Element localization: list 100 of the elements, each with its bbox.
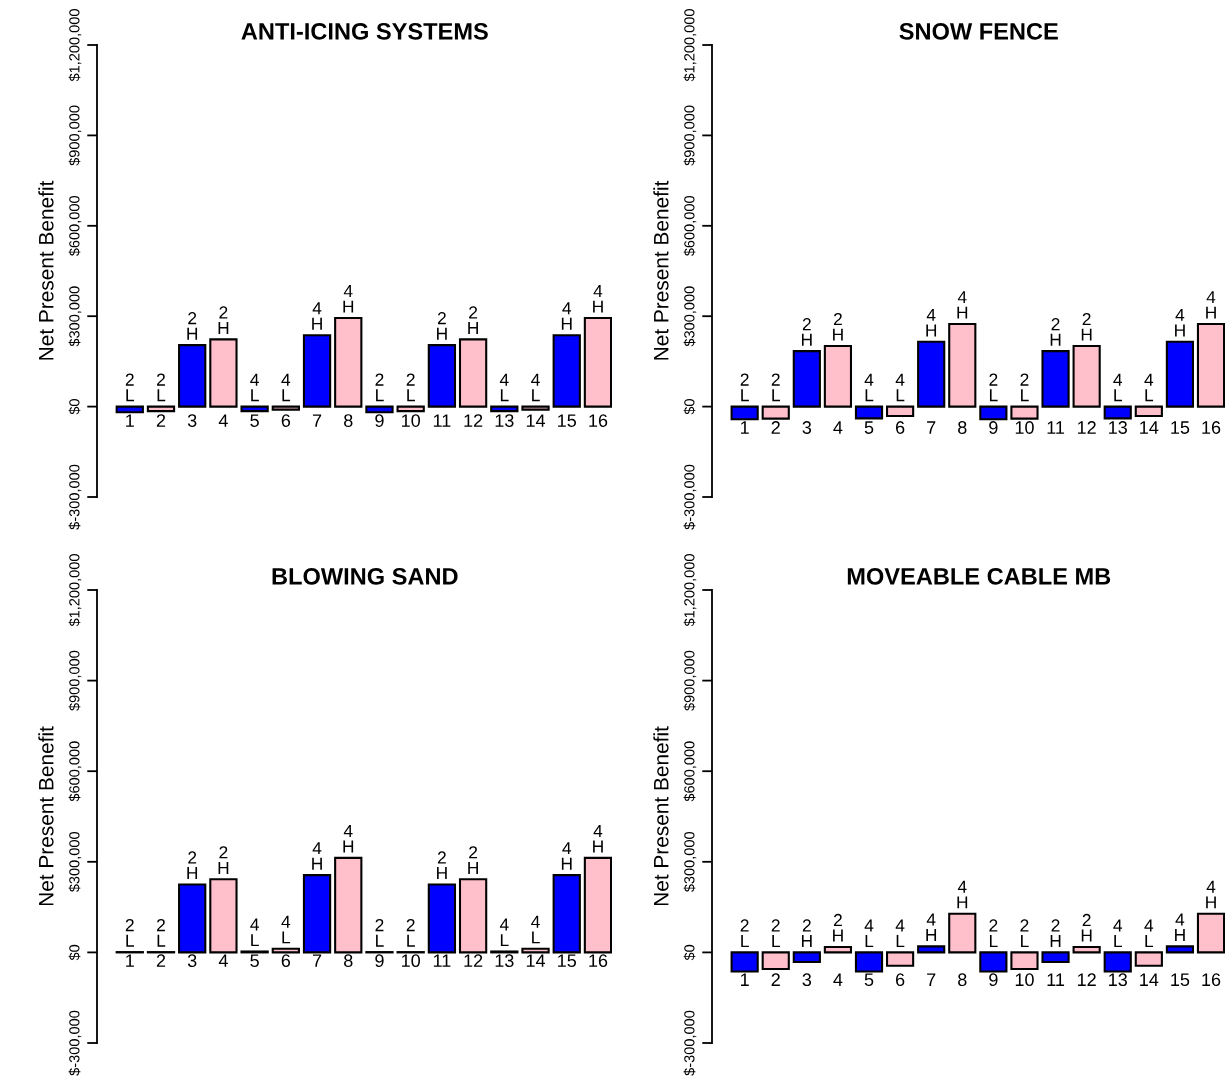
y-tick-label: $300,000 [68, 831, 82, 893]
y-tick-label: $300,000 [683, 831, 697, 893]
x-tick-label: 16 [589, 414, 608, 427]
bar [1165, 340, 1195, 408]
x-tick-label: 2 [156, 414, 166, 427]
x-tick-label: 2 [771, 421, 780, 434]
x-tick-label: 13 [1109, 421, 1127, 434]
bar [521, 947, 550, 954]
y-tick-label: $0 [68, 944, 81, 961]
annotation: 4 L [1144, 373, 1154, 402]
annotation: 2 H [468, 846, 478, 874]
bar [730, 951, 759, 973]
x-tick-label: 7 [312, 954, 322, 967]
x-tick-label: 3 [187, 954, 197, 968]
bar [583, 316, 612, 408]
bar [1134, 405, 1163, 417]
annotation: 4 H [1175, 308, 1185, 337]
bar [427, 883, 457, 954]
bar [979, 951, 1008, 973]
annotation: 2 L [125, 373, 135, 402]
bar [1010, 405, 1039, 420]
chart-title: BLOWING SAND [272, 567, 458, 585]
bar [761, 951, 790, 971]
annotation: 2 L [1020, 919, 1029, 947]
bar [792, 350, 821, 408]
x-tick-label: 7 [312, 414, 322, 427]
x-tick-label: 11 [1047, 973, 1065, 986]
annotation: 2 L [740, 919, 749, 947]
x-tick-label: 16 [1202, 421, 1221, 434]
annotation: 4 H [312, 302, 322, 330]
x-tick-label: 1 [126, 954, 134, 967]
bar [1103, 951, 1132, 973]
annotation: 4 L [281, 373, 291, 402]
x-tick-label: 16 [1202, 973, 1221, 987]
x-tick-label: 8 [958, 973, 967, 987]
bar [1072, 945, 1101, 954]
y-tick-label: $1,200,000 [68, 554, 82, 627]
x-tick-label: 4 [218, 954, 228, 967]
y-tick-label: $0 [683, 399, 696, 415]
annotation: 2 H [437, 312, 447, 340]
bar [1134, 951, 1163, 967]
y-tick-label: $600,000 [68, 741, 82, 802]
annotation: 4 H [926, 913, 937, 941]
x-tick-label: 3 [802, 421, 812, 434]
y-tick-label: $1,200,000 [683, 554, 697, 627]
bar [458, 338, 488, 408]
chart-title: SNOW FENCE [899, 22, 1058, 40]
bar [730, 405, 759, 421]
bar [1072, 344, 1101, 408]
x-tick-label: 14 [1140, 973, 1159, 986]
bar [1103, 405, 1132, 420]
bar [1041, 350, 1070, 408]
bar [1196, 912, 1225, 954]
bar [146, 405, 176, 413]
x-tick-label: 9 [375, 954, 384, 968]
bar [302, 334, 332, 408]
annotation: 4 H [561, 842, 572, 870]
annotation: 2 H [1081, 913, 1092, 942]
annotation: 4 L [864, 373, 874, 402]
bar [1196, 322, 1225, 408]
bar [761, 405, 790, 420]
y-tick-label: $600,000 [68, 195, 82, 257]
bar [521, 405, 550, 411]
x-tick-label: 13 [495, 954, 514, 968]
annotation: 4 L [531, 915, 540, 944]
x-tick-label: 2 [156, 954, 166, 967]
annotation: 2 L [771, 373, 780, 402]
bar [886, 951, 915, 967]
y-tick-label: $-300,000 [68, 464, 82, 530]
x-tick-label: 10 [1015, 421, 1034, 434]
annotation: 4 H [957, 291, 968, 319]
annotation: 4 H [1175, 913, 1185, 941]
x-tick-label: 6 [281, 414, 291, 427]
annotation: 2 H [218, 846, 229, 874]
x-tick-label: 8 [344, 414, 353, 427]
x-tick-label: 8 [958, 421, 967, 434]
x-tick-label: 12 [464, 954, 483, 967]
x-tick-label: 13 [1109, 973, 1127, 987]
y-tick-label: $900,000 [68, 650, 82, 711]
x-tick-label: 14 [526, 414, 546, 427]
annotation: 4 L [895, 919, 905, 947]
y-tick-label: $600,000 [683, 195, 697, 257]
annotation: 4 L [499, 373, 509, 402]
annotation: 2 L [157, 919, 166, 947]
bar [948, 912, 977, 954]
bar [209, 878, 238, 954]
bar [427, 344, 457, 408]
y-axis-title: Net Present Benefit [653, 180, 669, 360]
bar [823, 945, 853, 954]
bar [458, 878, 488, 954]
x-tick-label: 10 [402, 414, 421, 427]
annotation: 4 L [531, 373, 540, 402]
annotation: 4 H [957, 880, 968, 909]
bar [854, 951, 884, 973]
annotation: 2 L [406, 919, 415, 947]
x-tick-label: 1 [741, 973, 749, 986]
annotation: 4 H [312, 842, 322, 870]
x-tick-label: 11 [1047, 421, 1065, 434]
bar [209, 338, 238, 408]
x-tick-label: 6 [896, 421, 905, 434]
